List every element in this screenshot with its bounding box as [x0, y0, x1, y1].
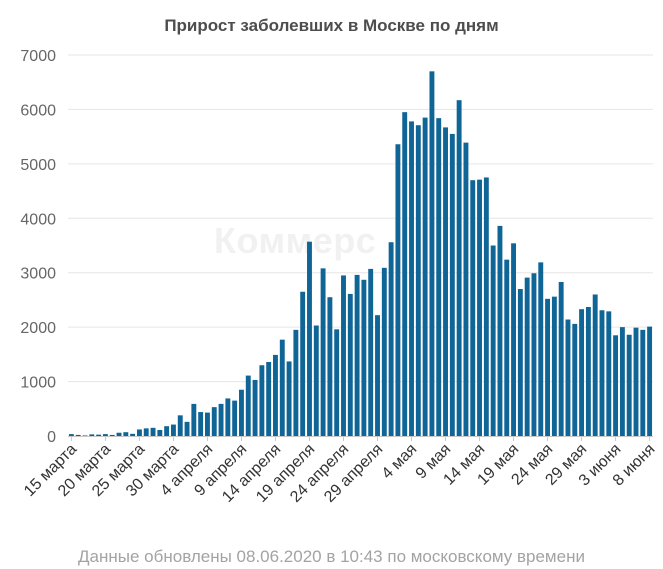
bar[interactable] [633, 327, 639, 436]
x-tick-label: 4 мая [379, 441, 421, 483]
bar[interactable] [626, 334, 632, 436]
bar[interactable] [252, 379, 258, 436]
bar[interactable] [545, 298, 551, 436]
bar[interactable] [449, 133, 455, 437]
y-tick-label: 0 [47, 429, 56, 446]
bar[interactable] [456, 100, 462, 437]
bar[interactable] [585, 307, 591, 436]
bar[interactable] [68, 434, 74, 436]
bar[interactable] [483, 177, 489, 436]
bar[interactable] [490, 245, 496, 437]
bar[interactable] [436, 118, 442, 436]
bar[interactable] [606, 311, 612, 436]
bar[interactable] [150, 427, 156, 436]
bar[interactable] [640, 329, 646, 436]
y-tick-label: 4000 [20, 211, 56, 228]
bar[interactable] [89, 434, 95, 436]
bar[interactable] [361, 279, 367, 436]
y-tick-label: 1000 [20, 375, 56, 392]
bar[interactable] [477, 179, 482, 436]
bar[interactable] [558, 281, 564, 436]
bar[interactable] [334, 329, 340, 436]
bar[interactable] [422, 117, 428, 436]
bar[interactable] [395, 144, 401, 436]
bar[interactable] [170, 424, 176, 436]
bar[interactable] [198, 412, 204, 436]
y-tick-label: 2000 [20, 320, 56, 337]
bar[interactable] [259, 365, 265, 436]
bar[interactable] [619, 327, 625, 436]
bar[interactable] [109, 434, 115, 436]
bar[interactable] [96, 434, 102, 436]
bar[interactable] [341, 275, 346, 436]
bar[interactable] [225, 398, 231, 436]
bar[interactable] [463, 142, 469, 436]
bar[interactable] [232, 400, 238, 436]
bar[interactable] [415, 125, 421, 437]
y-tick-label: 6000 [20, 102, 56, 119]
y-tick-label: 7000 [20, 48, 56, 65]
bar[interactable] [177, 415, 183, 436]
bar[interactable] [368, 268, 374, 436]
bar[interactable] [293, 329, 299, 436]
y-tick-label: 3000 [20, 266, 56, 283]
bar[interactable] [565, 319, 571, 436]
bar[interactable] [279, 339, 285, 436]
bar[interactable] [239, 389, 244, 436]
bar[interactable] [592, 294, 598, 436]
bar[interactable] [429, 71, 435, 436]
bar[interactable] [286, 361, 292, 436]
bar[interactable] [320, 268, 326, 436]
bar[interactable] [300, 291, 306, 436]
bar[interactable] [245, 375, 251, 436]
bar[interactable] [75, 434, 81, 436]
bar[interactable] [307, 241, 312, 436]
bar[interactable] [347, 293, 353, 436]
bar[interactable] [164, 426, 170, 436]
bar[interactable] [388, 242, 394, 436]
bar[interactable] [551, 296, 557, 436]
bar[interactable] [504, 259, 510, 436]
bar[interactable] [497, 225, 503, 436]
bar[interactable] [211, 407, 217, 436]
bar[interactable] [205, 412, 210, 436]
chart-footer: Данные обновлены 08.06.2020 в 10:43 по м… [78, 547, 585, 566]
chart-title: Прирост заболевших в Москве по дням [164, 16, 499, 35]
bar[interactable] [143, 428, 149, 436]
bar[interactable] [524, 277, 530, 436]
bar[interactable] [136, 429, 142, 436]
bar[interactable] [531, 273, 537, 436]
bar[interactable] [273, 354, 278, 436]
bar[interactable] [381, 267, 387, 436]
bar[interactable] [218, 403, 224, 436]
bar[interactable] [354, 274, 360, 436]
bar[interactable] [511, 243, 516, 436]
bar[interactable] [599, 310, 605, 436]
y-tick-label: 5000 [20, 157, 56, 174]
bar[interactable] [538, 262, 544, 436]
bar[interactable] [157, 430, 163, 436]
bar[interactable] [470, 180, 476, 436]
bar[interactable] [191, 403, 197, 436]
bar[interactable] [327, 297, 333, 436]
bar[interactable] [402, 112, 408, 437]
bar[interactable] [517, 289, 523, 436]
bar[interactable] [375, 315, 380, 436]
bar[interactable] [184, 421, 190, 436]
bar[interactable] [647, 326, 653, 436]
bar[interactable] [613, 335, 619, 436]
bar[interactable] [123, 432, 129, 436]
bar[interactable] [409, 121, 414, 437]
watermark-logo: Коммерс [214, 220, 377, 261]
bar[interactable] [313, 325, 319, 436]
bar[interactable] [579, 309, 585, 436]
bar[interactable] [102, 434, 108, 436]
bar[interactable] [82, 435, 88, 436]
bar[interactable] [116, 432, 122, 436]
bar[interactable] [266, 361, 272, 436]
bar[interactable] [572, 323, 578, 436]
bar[interactable] [130, 433, 136, 436]
bar[interactable] [443, 127, 448, 436]
